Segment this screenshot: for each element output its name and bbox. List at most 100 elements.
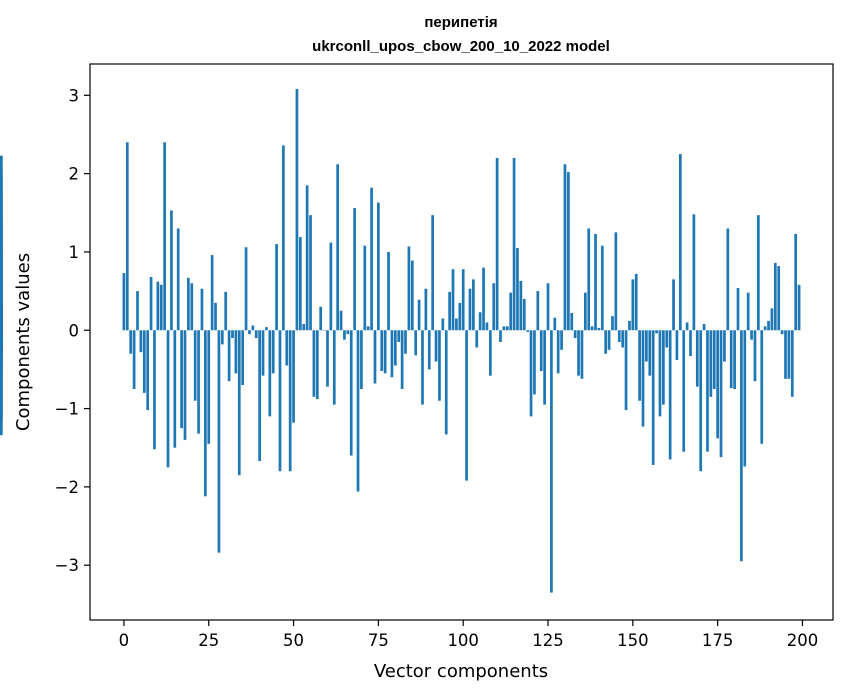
y-tick-label: 2 xyxy=(69,165,80,184)
bar xyxy=(187,277,190,331)
bar xyxy=(478,312,482,331)
bar xyxy=(628,320,631,331)
bar xyxy=(482,267,485,331)
x-tick-label: 50 xyxy=(283,631,304,650)
x-tick-label: 0 xyxy=(119,631,130,650)
bar xyxy=(662,330,665,405)
bar xyxy=(750,330,753,340)
bar xyxy=(634,273,638,331)
bar xyxy=(363,245,367,331)
bar xyxy=(404,330,407,354)
bar xyxy=(380,330,384,371)
bar xyxy=(292,330,295,423)
bar xyxy=(753,330,757,382)
bar xyxy=(275,244,278,331)
y-tick-label: −1 xyxy=(55,400,79,419)
bar xyxy=(767,320,770,331)
bar xyxy=(777,266,781,331)
bar xyxy=(298,237,302,331)
bar xyxy=(251,325,255,331)
bar xyxy=(743,330,747,467)
bar xyxy=(244,247,248,331)
bar xyxy=(170,210,173,331)
bar xyxy=(268,330,272,417)
bar xyxy=(455,318,458,331)
bar xyxy=(180,330,183,429)
bar xyxy=(736,287,740,331)
bar xyxy=(248,330,251,335)
x-tick-label: 125 xyxy=(532,631,564,650)
bar xyxy=(583,292,587,331)
bar xyxy=(597,327,601,331)
bar xyxy=(577,330,580,376)
bar xyxy=(197,330,200,434)
bar xyxy=(675,330,679,361)
bar xyxy=(149,277,153,331)
bar xyxy=(614,232,618,331)
bar xyxy=(787,330,791,379)
bar xyxy=(190,283,194,331)
bar xyxy=(709,330,713,397)
bar xyxy=(651,330,655,465)
bar xyxy=(757,215,760,331)
bar xyxy=(546,283,550,331)
bar xyxy=(611,316,614,331)
bar xyxy=(129,330,133,354)
bar xyxy=(712,330,716,389)
bar xyxy=(444,330,448,435)
bar xyxy=(332,330,336,405)
bar xyxy=(604,330,608,354)
bar xyxy=(227,330,231,382)
bar xyxy=(136,291,139,331)
bar xyxy=(522,298,526,331)
bar xyxy=(407,246,411,331)
bar xyxy=(580,330,584,379)
bar xyxy=(567,172,570,331)
bar xyxy=(200,288,204,331)
bar xyxy=(716,330,719,439)
bar xyxy=(210,255,214,331)
bar xyxy=(0,219,3,331)
bars-group xyxy=(0,89,801,593)
bar xyxy=(685,322,689,331)
bar xyxy=(193,330,197,401)
bar xyxy=(434,330,438,362)
bar xyxy=(475,330,479,348)
bar xyxy=(512,157,516,331)
bar xyxy=(305,185,309,331)
bar xyxy=(763,326,767,331)
bar xyxy=(288,330,292,472)
bar xyxy=(448,291,451,331)
bar xyxy=(573,330,577,339)
bar xyxy=(706,330,709,452)
bar xyxy=(740,330,743,562)
bar xyxy=(516,248,519,331)
bar xyxy=(607,330,611,350)
plot-frame xyxy=(89,63,834,621)
y-tick-label: 1 xyxy=(69,243,80,262)
bar xyxy=(241,330,245,386)
bar xyxy=(458,302,462,331)
bar xyxy=(383,330,387,374)
bar xyxy=(461,269,465,331)
bar xyxy=(427,330,431,370)
bar xyxy=(468,288,472,331)
bar xyxy=(346,330,350,335)
bar xyxy=(159,284,163,331)
bar xyxy=(176,228,180,331)
bar xyxy=(142,330,146,393)
bar xyxy=(153,330,156,450)
bar xyxy=(207,330,211,444)
bar xyxy=(393,330,397,366)
bar xyxy=(414,330,418,356)
bar xyxy=(417,299,421,331)
bar xyxy=(556,330,560,374)
bar xyxy=(502,326,506,331)
bar xyxy=(655,330,658,334)
bar xyxy=(295,89,299,331)
bar xyxy=(285,330,289,366)
bar xyxy=(441,318,445,331)
bar xyxy=(678,154,682,331)
bar xyxy=(258,330,261,462)
bar xyxy=(624,330,628,411)
